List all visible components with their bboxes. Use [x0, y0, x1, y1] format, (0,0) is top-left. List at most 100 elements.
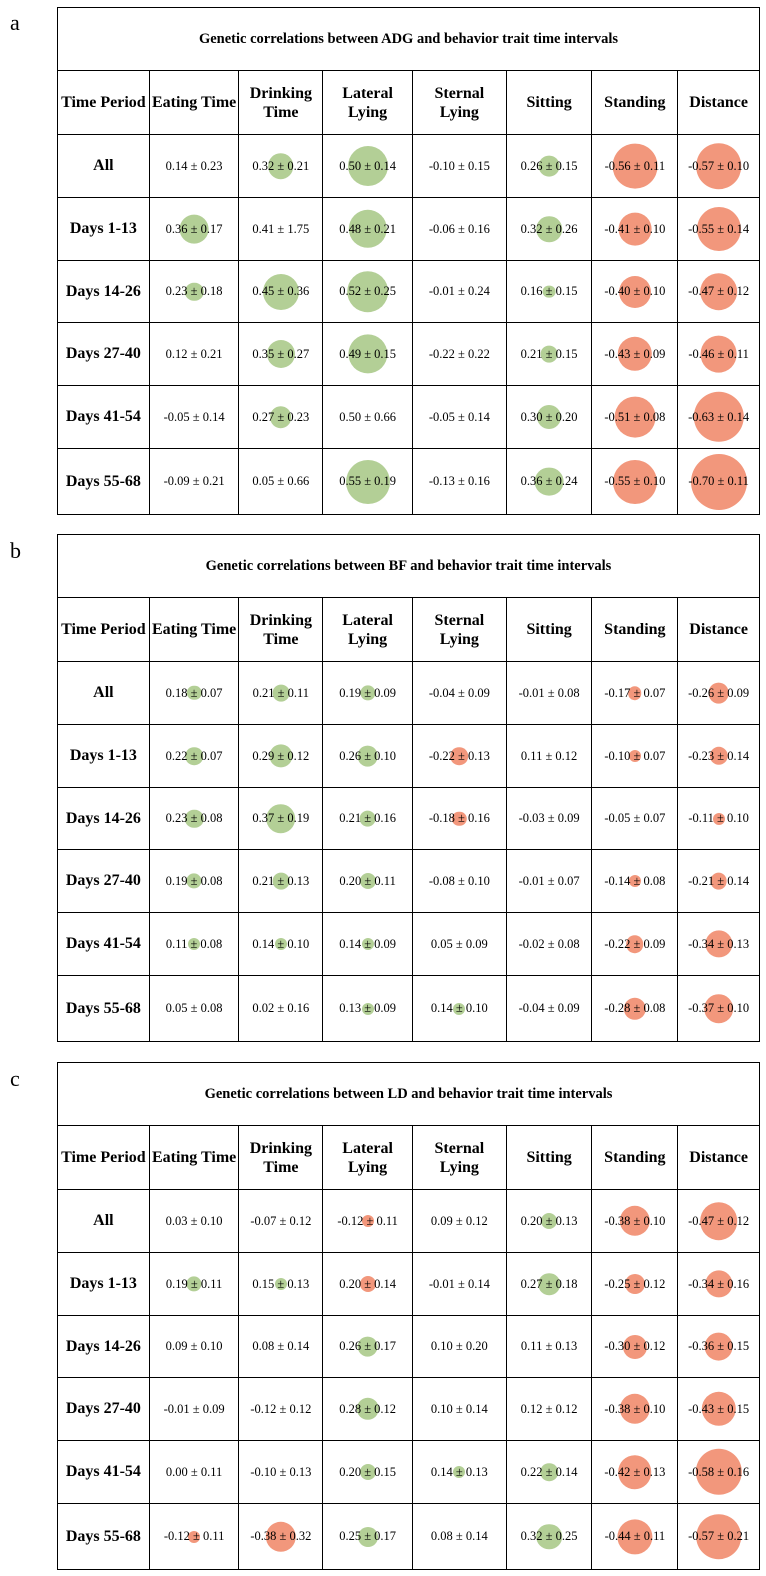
correlation-cell: 0.13 ± 0.09: [323, 976, 413, 1041]
correlation-cell: 0.11 ± 0.13: [507, 1316, 593, 1377]
correlation-value: 0.29 ± 0.12: [252, 748, 310, 763]
correlation-value: -0.44 ± 0.11: [604, 1529, 666, 1543]
correlation-value: 0.23 ± 0.08: [165, 811, 223, 825]
correlation-value: 0.11 ± 0.08: [165, 936, 223, 951]
negative-correlation-bubble: [690, 453, 747, 510]
correlation-value: -0.57 ± 0.10: [688, 158, 750, 173]
positive-correlation-bubble: [453, 1466, 466, 1478]
positive-correlation-bubble: [538, 155, 560, 177]
correlation-value: 0.05 ± 0.66: [252, 474, 310, 488]
correlation-cell: 0.16 ± 0.15: [507, 261, 593, 322]
correlation-cell: -0.21 ± 0.14: [678, 850, 759, 912]
positive-correlation-bubble: [186, 1276, 202, 1292]
positive-correlation-bubble: [453, 1002, 466, 1015]
correlation-value: -0.10 ± 0.07: [604, 748, 666, 763]
correlation-cell: 0.21 ± 0.16: [323, 788, 413, 849]
correlation-value: -0.11 ± 0.10: [688, 811, 749, 825]
correlation-cell: -0.47 ± 0.12: [678, 261, 759, 322]
column-header: Sitting: [507, 71, 593, 134]
positive-correlation-bubble: [188, 938, 201, 950]
correlation-cell: -0.38 ± 0.10: [592, 1378, 679, 1440]
correlation-value: -0.02 ± 0.08: [518, 936, 580, 951]
correlation-value: -0.56 ± 0.11: [604, 158, 666, 173]
column-header: Drinking Time: [239, 71, 324, 134]
correlation-cell: -0.43 ± 0.15: [678, 1378, 759, 1440]
correlation-cell: -0.12 ± 0.12: [239, 1378, 324, 1440]
correlation-cell: 0.14 ± 0.23: [150, 135, 240, 197]
correlation-value: 0.55 ± 0.19: [339, 474, 397, 488]
column-header: Sitting: [507, 598, 593, 661]
correlation-cell: 0.25 ± 0.17: [323, 1504, 413, 1569]
correlation-cell: -0.41 ± 0.10: [592, 198, 679, 260]
correlation-value: 0.26 ± 0.15: [520, 158, 578, 173]
correlation-cell: -0.02 ± 0.08: [507, 913, 593, 975]
correlation-value: 0.25 ± 0.17: [339, 1529, 397, 1543]
negative-correlation-bubble: [361, 1215, 374, 1227]
correlation-cell: -0.10 ± 0.15: [413, 135, 507, 197]
table-row: Days 1-13 0.22 ± 0.07 0.29 ± 0.12 0.26 ± 0.…: [58, 725, 759, 788]
table-row: Days 55-68 -0.12 ± 0.11 -0.38 ± 0.32 0.25 ±…: [58, 1504, 759, 1569]
positive-correlation-bubble: [186, 685, 202, 701]
positive-correlation-bubble: [540, 345, 558, 363]
positive-correlation-bubble: [272, 872, 290, 890]
correlation-value: -0.47 ± 0.12: [688, 284, 750, 298]
header-row: Time Period Eating Time Drinking Time Later…: [58, 71, 759, 135]
correlation-cell: -0.22 ± 0.22: [413, 323, 507, 385]
correlation-cell: -0.11 ± 0.10: [678, 788, 759, 849]
table-title: Genetic correlations between ADG and beh…: [58, 8, 759, 71]
correlation-value: 0.09 ± 0.10: [165, 1339, 223, 1353]
correlation-cell: -0.06 ± 0.16: [413, 198, 507, 260]
positive-correlation-bubble: [357, 1526, 378, 1547]
column-header: Distance: [689, 1149, 748, 1166]
correlation-value: -0.40 ± 0.10: [604, 284, 666, 298]
positive-correlation-bubble: [361, 938, 374, 950]
correlation-cell: -0.55 ± 0.10: [592, 449, 679, 514]
correlation-cell: 0.02 ± 0.16: [239, 976, 324, 1041]
correlation-cell: -0.55 ± 0.14: [678, 198, 759, 260]
row-label: All: [58, 135, 150, 197]
positive-correlation-bubble: [184, 809, 204, 828]
correlation-value: -0.47 ± 0.12: [688, 1213, 750, 1228]
correlation-value: 0.12 ± 0.21: [165, 346, 223, 361]
negative-correlation-bubble: [618, 212, 652, 246]
negative-correlation-bubble: [619, 1393, 651, 1425]
negative-correlation-bubble: [708, 682, 730, 704]
correlation-value: -0.63 ± 0.14: [688, 409, 750, 424]
correlation-value: 0.11 ± 0.12: [520, 748, 578, 763]
negative-correlation-bubble: [695, 1513, 742, 1560]
correlation-cell: 0.23 ± 0.08: [150, 788, 240, 849]
correlation-cell: 0.30 ± 0.20: [507, 386, 593, 448]
correlation-value: -0.51 ± 0.08: [604, 409, 666, 424]
positive-correlation-bubble: [360, 685, 376, 701]
row-label: Days 55-68: [58, 976, 150, 1041]
correlation-cell: -0.10 ± 0.13: [239, 1441, 324, 1503]
table-row: Days 14-26 0.09 ± 0.10 0.08 ± 0.14 0.26 ± 0…: [58, 1316, 759, 1378]
correlation-cell: -0.43 ± 0.09: [592, 323, 679, 385]
table-title: Genetic correlations between BF and beha…: [58, 535, 759, 598]
correlation-cell: 0.32 ± 0.26: [507, 198, 593, 260]
correlation-cell: 0.11 ± 0.08: [150, 913, 240, 975]
table-row: Days 41-54 -0.05 ± 0.14 0.27 ± 0.23 0.50 ± …: [58, 386, 759, 449]
negative-correlation-bubble: [628, 686, 642, 700]
correlation-value: -0.55 ± 0.14: [688, 221, 750, 236]
correlation-cell: -0.12 ± 0.11: [150, 1504, 240, 1569]
correlation-value: 0.26 ± 0.10: [339, 748, 397, 763]
column-header: Lateral Lying: [323, 1126, 413, 1189]
correlation-value: 0.21 ± 0.15: [520, 346, 578, 361]
correlation-value: -0.05 ± 0.14: [428, 409, 490, 424]
header-row: Time Period Eating Time Drinking Time Later…: [58, 1126, 759, 1190]
correlation-value: -0.55 ± 0.10: [604, 474, 666, 488]
row-label: All: [58, 662, 150, 724]
column-header: Eating Time: [150, 598, 240, 661]
column-header: Eating Time: [150, 71, 240, 134]
positive-correlation-bubble: [347, 146, 388, 186]
panel-letter-a: a: [10, 10, 20, 35]
negative-correlation-bubble: [188, 1530, 201, 1543]
correlation-cell: -0.30 ± 0.12: [592, 1316, 679, 1377]
correlation-value: 0.05 ± 0.08: [165, 1001, 223, 1015]
correlation-cell: 0.08 ± 0.14: [413, 1504, 507, 1569]
correlation-value: 0.26 ± 0.17: [339, 1339, 397, 1353]
correlation-value: 0.15 ± 0.13: [252, 1276, 310, 1291]
correlation-cell: 0.20 ± 0.15: [323, 1441, 413, 1503]
negative-correlation-bubble: [265, 1521, 297, 1552]
